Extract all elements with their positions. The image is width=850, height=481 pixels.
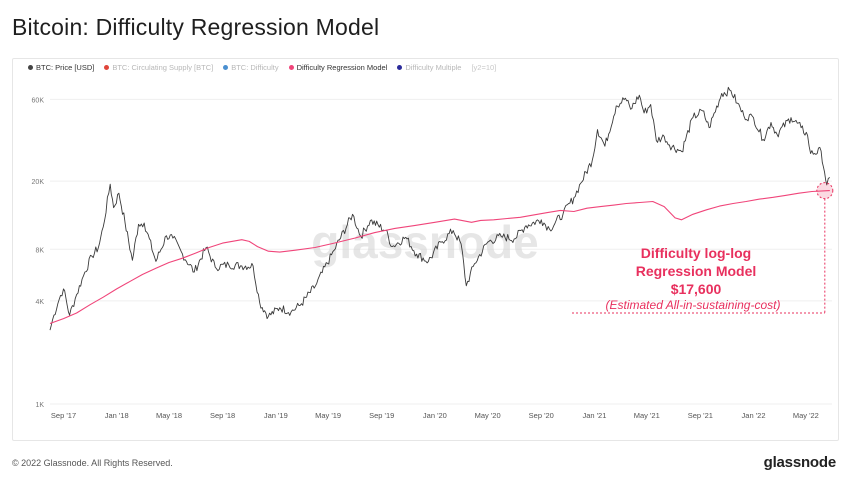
footer-logo: glassnode bbox=[763, 454, 837, 471]
x-tick-label: Jan '20 bbox=[423, 411, 447, 420]
footer-copyright: © 2022 Glassnode. All Rights Reserved. bbox=[12, 458, 173, 468]
page-title: Bitcoin: Difficulty Regression Model bbox=[12, 14, 380, 40]
legend-item-difficulty[interactable]: BTC: Difficulty bbox=[223, 63, 279, 72]
legend-label: BTC: Circulating Supply [BTC] bbox=[112, 63, 214, 72]
x-tick-label: Jan '22 bbox=[742, 411, 766, 420]
series-line-price bbox=[49, 86, 831, 331]
annotation-caption: (Estimated All-in-sustaining-cost) bbox=[606, 298, 781, 312]
x-tick-label: May '21 bbox=[634, 411, 660, 420]
x-tick-label: May '18 bbox=[156, 411, 182, 420]
x-tick-label: Sep '18 bbox=[210, 411, 235, 420]
x-tick-label: Sep '20 bbox=[529, 411, 554, 420]
annotation-line-2: Regression Model bbox=[636, 263, 757, 279]
x-tick-label: Sep '19 bbox=[369, 411, 394, 420]
legend-dot-icon bbox=[28, 65, 33, 70]
y-tick-label: 4K bbox=[35, 299, 44, 306]
x-tick-label: May '22 bbox=[793, 411, 819, 420]
y-tick-label: 20K bbox=[32, 179, 45, 186]
legend-dot-icon bbox=[223, 65, 229, 70]
series-line-regression bbox=[49, 190, 830, 325]
legend-label: Difficulty Multiple bbox=[405, 63, 462, 72]
y-tick-label: 8K bbox=[35, 247, 44, 254]
legend-item-supply[interactable]: BTC: Circulating Supply [BTC] bbox=[104, 63, 213, 72]
x-tick-label: Jan '21 bbox=[582, 411, 606, 420]
x-tick-label: Jan '19 bbox=[264, 411, 288, 420]
legend-label: BTC: Price [USD] bbox=[36, 63, 95, 72]
legend-item-multiple[interactable]: Difficulty Multiple bbox=[397, 63, 461, 72]
x-tick-label: May '19 bbox=[315, 411, 341, 420]
legend-scale-label: [y2=10] bbox=[471, 63, 497, 72]
x-tick-label: May '20 bbox=[475, 411, 501, 420]
legend-dot-icon bbox=[397, 65, 403, 70]
legend-dot-icon bbox=[288, 65, 294, 70]
chart-legend: BTC: Price [USD] BTC: Circulating Supply… bbox=[28, 63, 496, 72]
annotation-value: $17,600 bbox=[671, 281, 722, 297]
watermark: glassnode bbox=[311, 216, 539, 268]
x-tick-label: Sep '17 bbox=[51, 411, 76, 420]
x-tick-label: Sep '21 bbox=[688, 411, 713, 420]
y-tick-label: 60K bbox=[32, 97, 45, 104]
y-tick-label: 1K bbox=[35, 402, 44, 409]
legend-label: Difficulty Regression Model bbox=[296, 63, 388, 72]
legend-item-price[interactable]: BTC: Price [USD] bbox=[28, 63, 94, 72]
x-tick-label: Jan '18 bbox=[105, 411, 129, 420]
annotation-marker bbox=[816, 182, 834, 200]
annotation-line-1: Difficulty log-log bbox=[641, 245, 751, 261]
legend-label: BTC: Difficulty bbox=[231, 63, 279, 72]
legend-dot-icon bbox=[104, 65, 110, 70]
legend-item-regression[interactable]: Difficulty Regression Model bbox=[288, 63, 388, 72]
